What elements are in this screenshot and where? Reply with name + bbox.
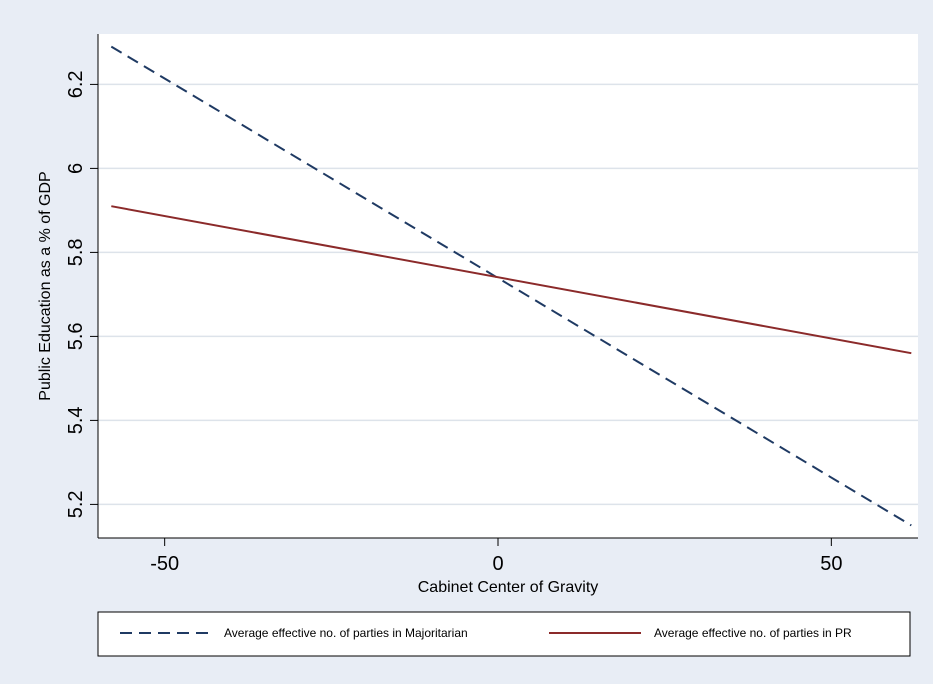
y-tick-label: 5.2 bbox=[65, 490, 87, 518]
series-lines bbox=[110, 45, 912, 527]
series-line-1 bbox=[111, 205, 912, 355]
x-axis-title: Cabinet Center of Gravity bbox=[418, 579, 599, 596]
legend-box bbox=[97, 611, 911, 657]
legend-label-pr: Average effective no. of parties in PR bbox=[654, 626, 852, 640]
x-tick-label: -50 bbox=[150, 553, 179, 575]
series-line-0 bbox=[110, 45, 912, 527]
legend-label-majoritarian: Average effective no. of parties in Majo… bbox=[224, 626, 468, 640]
y-tick-label: 5.6 bbox=[65, 322, 87, 350]
plot-area bbox=[98, 34, 918, 538]
legend: Average effective no. of parties in Majo… bbox=[97, 611, 911, 657]
y-tick-label: 6.2 bbox=[65, 70, 87, 98]
y-tick-label: 5.4 bbox=[65, 406, 87, 434]
ticks: 5.2 5.4 5.6 5.8 6 6.2 -50 0 50 bbox=[65, 70, 842, 575]
x-tick-label: 50 bbox=[820, 553, 842, 575]
y-tick-label: 6 bbox=[65, 163, 87, 174]
y-tick-label: 5.8 bbox=[65, 238, 87, 266]
grid-lines bbox=[98, 83, 918, 506]
x-tick-label: 0 bbox=[492, 553, 503, 575]
y-axis-title: Public Education as a % of GDP bbox=[37, 171, 54, 400]
